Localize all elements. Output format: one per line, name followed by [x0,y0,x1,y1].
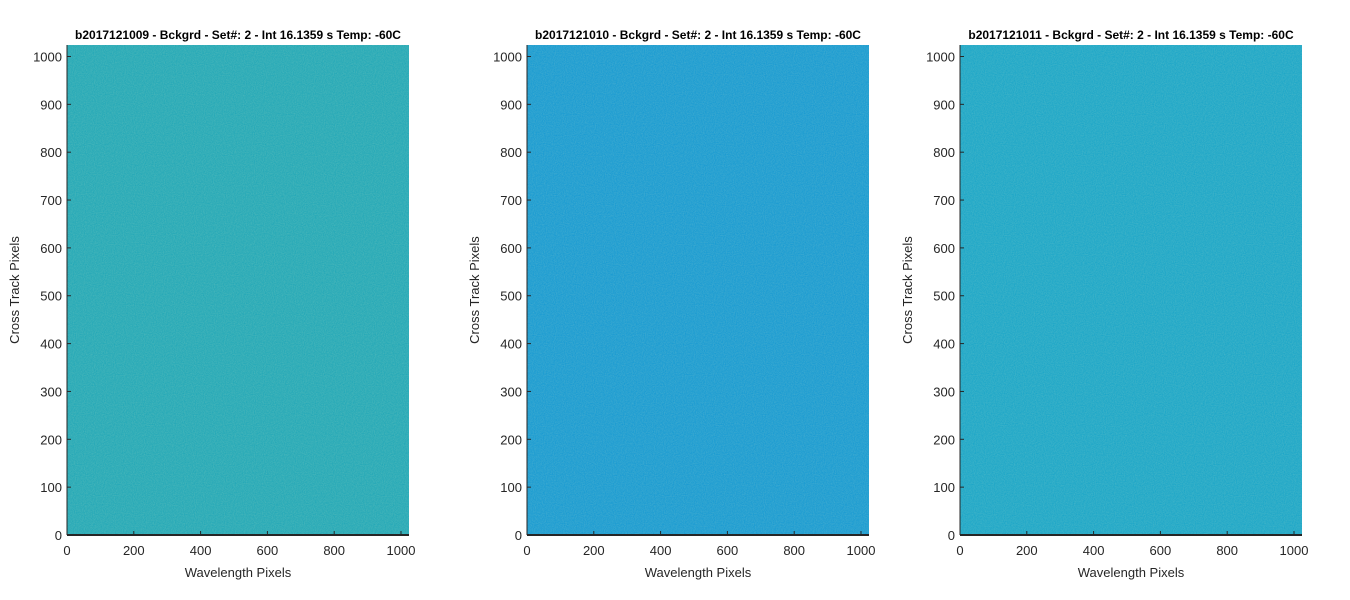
x-tick-label: 200 [583,543,605,558]
y-tick-label: 600 [40,241,62,256]
chart-title-1: b2017121009 - Bckgrd - Set#: 2 - Int 16.… [75,28,401,42]
y-axis-label-3: Cross Track Pixels [900,236,915,344]
x-tick-label: 1000 [847,543,876,558]
y-tick-label: 700 [40,193,62,208]
x-tick-label: 1000 [1280,543,1309,558]
x-axis-label-3: Wavelength Pixels [1078,565,1185,580]
heatmap-panel-2: b2017121010 - Bckgrd - Set#: 2 - Int 16.… [467,28,875,580]
chart-title-2: b2017121010 - Bckgrd - Set#: 2 - Int 16.… [535,28,861,42]
x-tick-label: 800 [323,543,345,558]
y-tick-label: 700 [500,193,522,208]
x-tick-label: 200 [1016,543,1038,558]
y-tick-label: 1000 [493,49,522,64]
y-tick-label: 300 [500,384,522,399]
heatmap-noise-3 [960,45,1302,535]
y-tick-label: 0 [515,528,522,543]
y-tick-label: 700 [933,193,955,208]
y-tick-label: 100 [40,480,62,495]
heatmap-noise-2 [527,45,869,535]
y-tick-label: 200 [40,432,62,447]
y-tick-label: 400 [40,337,62,352]
y-tick-label: 200 [500,432,522,447]
y-tick-label: 100 [933,480,955,495]
y-axis-label-1: Cross Track Pixels [7,236,22,344]
x-axis-label-1: Wavelength Pixels [185,565,292,580]
y-tick-label: 500 [933,289,955,304]
chart-title-3: b2017121011 - Bckgrd - Set#: 2 - Int 16.… [968,28,1294,42]
y-tick-label: 500 [40,289,62,304]
y-tick-label: 0 [948,528,955,543]
heatmap-panel-1: b2017121009 - Bckgrd - Set#: 2 - Int 16.… [7,28,415,580]
heatmap-panel-3: b2017121011 - Bckgrd - Set#: 2 - Int 16.… [900,28,1308,580]
x-tick-label: 0 [63,543,70,558]
x-tick-label: 0 [956,543,963,558]
x-tick-label: 400 [190,543,212,558]
y-tick-label: 1000 [33,49,62,64]
y-tick-label: 500 [500,289,522,304]
y-tick-label: 300 [40,384,62,399]
x-tick-label: 800 [783,543,805,558]
x-axis-label-2: Wavelength Pixels [645,565,752,580]
heatmap-noise-1 [67,45,409,535]
y-tick-label: 0 [55,528,62,543]
x-tick-label: 0 [523,543,530,558]
x-tick-label: 400 [650,543,672,558]
y-tick-label: 1000 [926,49,955,64]
y-tick-label: 400 [500,337,522,352]
x-tick-label: 600 [1150,543,1172,558]
y-tick-label: 400 [933,337,955,352]
x-tick-label: 800 [1216,543,1238,558]
y-axis-label-2: Cross Track Pixels [467,236,482,344]
y-tick-label: 200 [933,432,955,447]
x-tick-label: 600 [257,543,279,558]
y-tick-label: 900 [933,97,955,112]
x-tick-label: 1000 [387,543,416,558]
y-tick-label: 800 [500,145,522,160]
y-tick-label: 600 [933,241,955,256]
y-tick-label: 300 [933,384,955,399]
y-tick-label: 600 [500,241,522,256]
y-tick-label: 800 [933,145,955,160]
y-tick-label: 900 [40,97,62,112]
y-tick-label: 800 [40,145,62,160]
x-tick-label: 200 [123,543,145,558]
x-tick-label: 600 [717,543,739,558]
y-tick-label: 900 [500,97,522,112]
x-tick-label: 400 [1083,543,1105,558]
y-tick-label: 100 [500,480,522,495]
